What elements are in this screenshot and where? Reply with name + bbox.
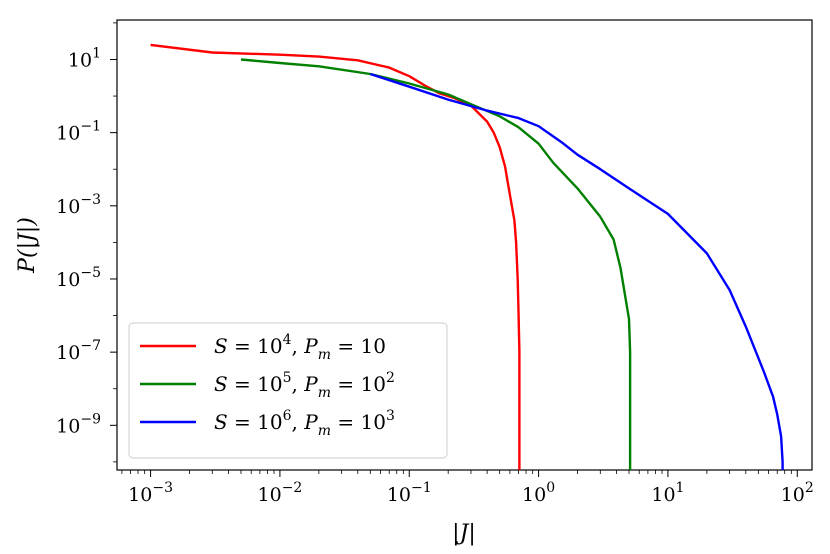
x-tick-label: 100 xyxy=(522,480,555,506)
x-tick-label: 10−2 xyxy=(258,480,303,506)
x-tick-label: 102 xyxy=(781,480,814,506)
y-tick-label: 10−1 xyxy=(56,119,101,145)
y-tick-label: 10−5 xyxy=(56,265,101,291)
y-tick-label: 101 xyxy=(68,45,101,71)
series-layer xyxy=(150,43,784,470)
y-tick-label: 10−9 xyxy=(56,411,101,437)
y-tick-label: 10−7 xyxy=(56,338,101,364)
x-tick-label: 10−1 xyxy=(387,480,432,506)
legend-label: S = 106, Pm = 103 xyxy=(214,408,395,439)
x-tick-label: 10−3 xyxy=(128,480,173,506)
x-tick-label: 101 xyxy=(651,480,684,506)
y-axis-label: P(|J|) xyxy=(15,217,40,274)
series-line-1 xyxy=(150,43,521,470)
legend-label: S = 104, Pm = 10 xyxy=(214,332,386,363)
x-axis-label: |J| xyxy=(452,521,476,546)
legend: S = 104, Pm = 10 S = 105, Pm = 102 S = 106… xyxy=(128,322,448,459)
series-line-3 xyxy=(369,72,784,470)
y-tick-label: 10−3 xyxy=(56,192,101,218)
legend-label: S = 105, Pm = 102 xyxy=(214,370,395,401)
tick-layer: 10−3 10−2 10−1 100 101 102 101 10−1 10−3 10−5 10−7… xyxy=(56,22,814,506)
legend-box xyxy=(128,322,448,459)
